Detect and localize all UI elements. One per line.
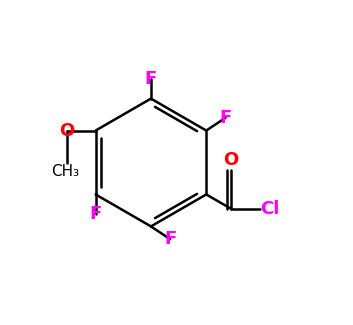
Text: methyl: methyl (0, 324, 1, 325)
Text: O: O (59, 122, 74, 139)
Text: Cl: Cl (260, 200, 279, 218)
Text: F: F (145, 71, 157, 88)
Text: F: F (219, 109, 232, 127)
Text: F: F (90, 205, 102, 223)
Text: F: F (164, 230, 176, 248)
Text: CH₃: CH₃ (51, 164, 79, 179)
Text: O: O (223, 151, 239, 169)
